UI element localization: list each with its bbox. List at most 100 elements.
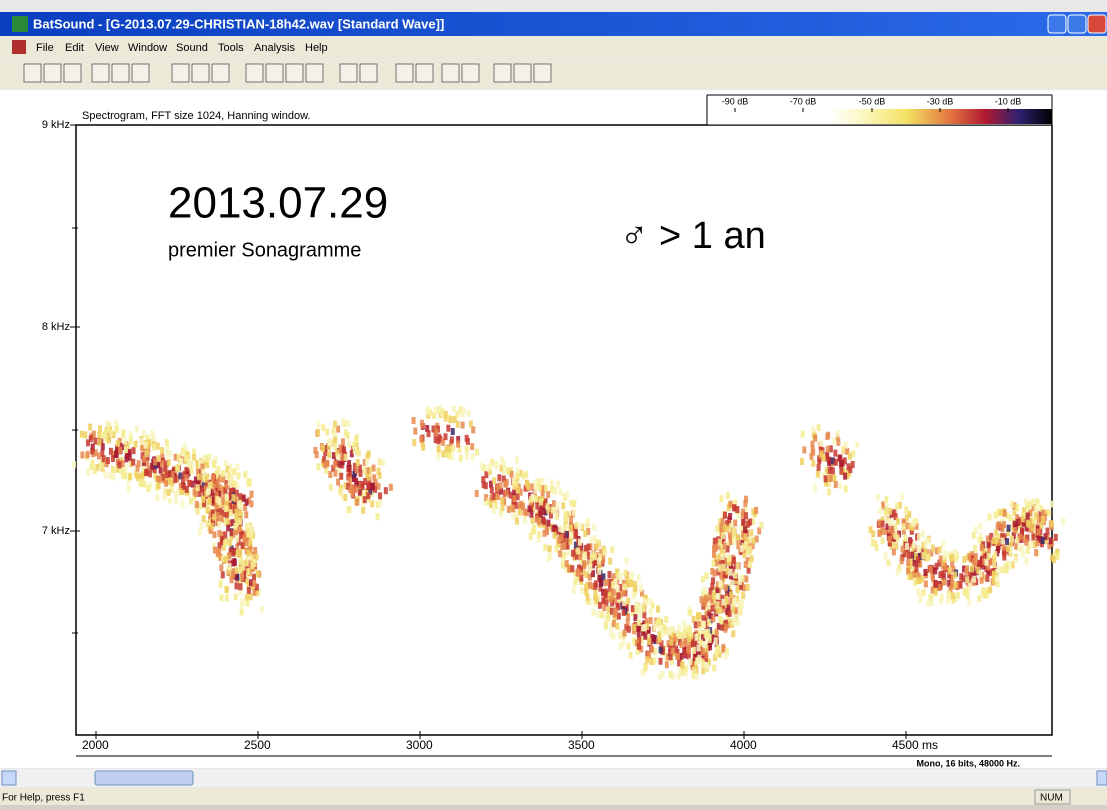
scroll-right[interactable]	[1096, 770, 1107, 786]
spectrogram-cell	[717, 564, 722, 572]
spectrogram-cell	[895, 517, 900, 525]
toolbar-button[interactable]	[171, 63, 190, 83]
spectrogram-cell	[971, 531, 976, 539]
spectrogram-cell	[710, 630, 715, 638]
toolbar-button[interactable]	[211, 63, 230, 83]
toolbar-button[interactable]	[23, 63, 42, 83]
spectrogram-cell	[679, 641, 684, 649]
spectrogram-cell	[248, 579, 253, 587]
toolbar-button[interactable]	[265, 63, 284, 83]
spectrogram-cell	[444, 445, 449, 453]
spectrogram-cell	[735, 533, 740, 541]
spectrogram-cell	[1039, 521, 1044, 529]
toolbar-button[interactable]	[91, 63, 110, 83]
toolbar-button[interactable]	[533, 63, 552, 83]
spectrogram-cell	[546, 554, 551, 562]
spectrogram-cell	[498, 482, 503, 490]
toolbar-button[interactable]	[131, 63, 150, 83]
spectrogram-cell	[603, 621, 608, 629]
spectrogram-cell	[947, 567, 952, 575]
spectrogram-cell	[888, 526, 893, 534]
spectrogram-cell	[1047, 509, 1052, 517]
toolbar-button[interactable]	[359, 63, 378, 83]
spectrogram-cell	[561, 561, 566, 569]
toolbar-button[interactable]	[395, 63, 414, 83]
spectrogram-cell	[973, 552, 978, 560]
spectrogram-cell	[489, 486, 494, 494]
spectrogram-cell	[884, 501, 889, 509]
toolbar-button[interactable]	[43, 63, 62, 83]
spectrogram-cell	[741, 518, 746, 526]
spectrogram-cell	[738, 608, 743, 616]
x-axis-label: 4000	[730, 738, 757, 752]
toolbar-button[interactable]	[111, 63, 130, 83]
spectrogram-cell	[486, 498, 491, 506]
menu-item[interactable]: Window	[128, 42, 167, 54]
spectrogram-cell	[694, 633, 699, 641]
spectrogram-cell	[205, 488, 210, 496]
spectrogram-cell	[707, 633, 712, 641]
spectrogram-cell	[558, 550, 563, 558]
spectrogram-cell	[719, 495, 724, 503]
maximize-button[interactable]	[1067, 14, 1087, 34]
toolbar-button[interactable]	[339, 63, 358, 83]
spectrogram-cell	[234, 535, 239, 543]
spectrogram-cell	[1025, 534, 1030, 542]
spectrogram-cell	[739, 525, 744, 533]
minimize-button[interactable]	[1047, 14, 1067, 34]
spectrogram-cell	[724, 584, 729, 592]
spectrogram-cell	[905, 522, 910, 530]
spectrogram-cell	[992, 577, 997, 585]
spectrogram-cell	[92, 466, 97, 474]
spectrogram-cell	[233, 572, 238, 580]
spectrogram-cell	[365, 453, 370, 461]
toolbar-button[interactable]	[493, 63, 512, 83]
toolbar-button[interactable]	[461, 63, 480, 83]
menu-item[interactable]: Tools	[218, 42, 244, 54]
spectrogram-cell	[953, 571, 958, 579]
spectrogram-cell	[252, 588, 257, 596]
toolbar-button[interactable]	[513, 63, 532, 83]
toolbar-button[interactable]	[285, 63, 304, 83]
spectrogram-cell	[973, 526, 978, 534]
scroll-left[interactable]	[1, 770, 17, 786]
spectrogram-cell	[515, 467, 520, 475]
menu-item[interactable]: Edit	[65, 42, 84, 54]
spectrogram-cell	[481, 464, 486, 472]
spectrogram-cell	[223, 487, 228, 495]
spectrogram-cell	[670, 625, 675, 633]
toolbar-button[interactable]	[415, 63, 434, 83]
scrollbar[interactable]	[0, 769, 1107, 787]
spectrogram-cell	[234, 567, 239, 575]
spectrogram-cell	[669, 638, 674, 646]
menu-item[interactable]: Analysis	[254, 42, 295, 54]
menu-item[interactable]: Sound	[176, 42, 208, 54]
spectrogram-cell	[499, 510, 504, 518]
spectrogram-cell	[691, 671, 696, 679]
spectrogram-cell	[592, 558, 597, 566]
spectrogram-cell	[587, 573, 592, 581]
spectrogram-cell	[653, 647, 658, 655]
menu-item[interactable]: Help	[305, 42, 328, 54]
spectrogram-cell	[223, 531, 228, 539]
spectrogram-cell	[610, 546, 615, 554]
spectrogram-cell	[539, 485, 544, 493]
spectrogram-cell	[226, 524, 231, 532]
toolbar-button[interactable]	[305, 63, 324, 83]
spectrogram-cell	[347, 459, 352, 467]
spectrogram-cell	[226, 473, 231, 481]
spectrogram-cell	[347, 471, 352, 479]
close-button[interactable]	[1087, 14, 1107, 34]
toolbar-button[interactable]	[191, 63, 210, 83]
toolbar-button[interactable]	[63, 63, 82, 83]
spectrogram-cell	[160, 473, 165, 481]
spectrogram-cell	[843, 472, 848, 480]
menu-item[interactable]: File	[36, 42, 54, 54]
toolbar-button[interactable]	[441, 63, 460, 83]
menu-item[interactable]: View	[95, 42, 119, 54]
toolbar-button[interactable]	[245, 63, 264, 83]
spectrogram-cell	[496, 493, 501, 501]
spectrogram-cell	[456, 436, 461, 444]
scroll-thumb[interactable]	[94, 770, 194, 786]
spectrogram-cell	[615, 602, 620, 610]
